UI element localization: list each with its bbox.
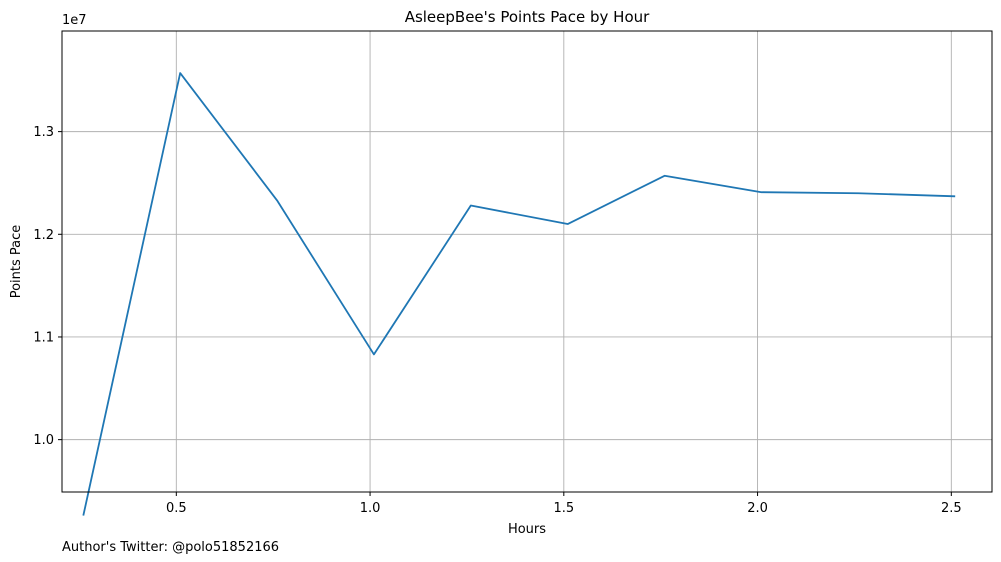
ticks-layer: 0.5 1.0 1.5 2.0 2.5 1.0 1.1 1.2 1.3 bbox=[33, 125, 961, 516]
grid-layer bbox=[62, 31, 992, 492]
y-scale-multiplier: 1e7 bbox=[62, 13, 87, 28]
y-tick-label: 1.3 bbox=[33, 125, 54, 140]
x-tick-label: 2.0 bbox=[747, 501, 768, 516]
x-axis-label: Hours bbox=[508, 522, 546, 537]
series-layer bbox=[82, 72, 956, 516]
author-credit: Author's Twitter: @polo51852166 bbox=[62, 540, 279, 555]
y-tick-label: 1.0 bbox=[33, 433, 54, 448]
y-tick-label: 1.2 bbox=[33, 228, 54, 243]
y-tick-label: 1.1 bbox=[33, 330, 54, 345]
series-line bbox=[82, 72, 956, 516]
x-tick-label: 1.0 bbox=[360, 501, 381, 516]
x-tick-label: 1.5 bbox=[553, 501, 574, 516]
plot-frame bbox=[61, 30, 993, 493]
x-tick-label: 2.5 bbox=[941, 501, 962, 516]
y-axis-label: Points Pace bbox=[9, 225, 24, 299]
chart-title: AsleepBee's Points Pace by Hour bbox=[405, 8, 650, 26]
x-tick-label: 0.5 bbox=[166, 501, 187, 516]
